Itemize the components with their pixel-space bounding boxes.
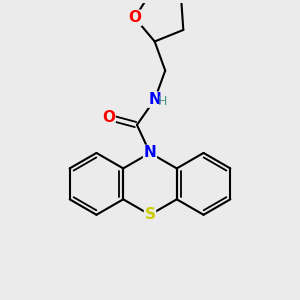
Text: N: N: [148, 92, 161, 107]
Text: H: H: [158, 95, 168, 109]
Text: O: O: [128, 10, 141, 25]
Text: S: S: [145, 207, 155, 222]
Text: O: O: [102, 110, 115, 125]
Text: N: N: [144, 146, 156, 160]
